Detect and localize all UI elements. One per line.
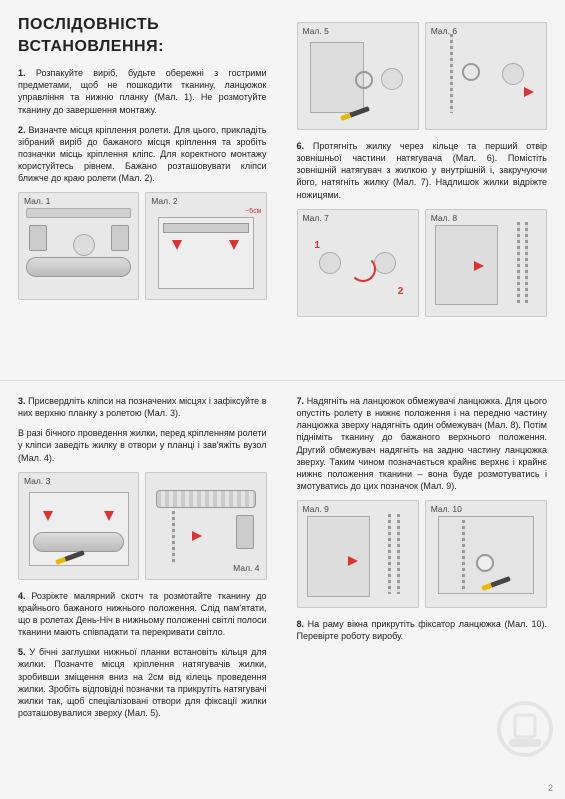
step-num-4: 4.: [18, 591, 26, 601]
step-num-8: 8.: [297, 619, 305, 629]
step-8: 8. На раму вікна прикрутіть фіксатор лан…: [297, 618, 548, 642]
figrow-7-8: Мал. 7 1 2 Мал. 8: [297, 209, 548, 317]
step-num-6: 6.: [297, 141, 305, 151]
watermark-icon: [495, 699, 555, 759]
page-number: 2: [548, 783, 553, 793]
fig-label-8: Мал. 8: [431, 213, 457, 224]
fig-2: Мал. 2 ~5см: [145, 192, 266, 300]
fig-8: Мал. 8: [425, 209, 547, 317]
step-text-1: Розпакуйте виріб, будьте обережні з гост…: [18, 68, 267, 114]
fig-10: Мал. 10: [425, 500, 547, 608]
red-1: 1: [314, 239, 320, 253]
step-text-7: Надягніть на ланцюжок обмежувачі ланцюжк…: [297, 396, 548, 491]
fig-6: Мал. 6: [425, 22, 547, 130]
col-right-top: Мал. 5 Мал. 6 6. Протягніть жилку через …: [283, 0, 565, 380]
page: ПОСЛІДОВНІСТЬ ВСТАНОВЛЕННЯ: 1. Розпакуйт…: [0, 0, 565, 799]
step-text-8: На раму вікна прикрутіть фіксатор ланцюж…: [297, 619, 547, 641]
figrow-5-6: Мал. 5 Мал. 6: [297, 22, 548, 130]
step-3b: В разі бічного проведення жилки, перед к…: [18, 427, 267, 463]
fig-label-3: Мал. 3: [24, 476, 50, 487]
fig-3: Мал. 3: [18, 472, 139, 580]
step-text-4: Розріжте малярний скотч та розмотайте тк…: [18, 591, 267, 637]
step-1: 1. Розпакуйте виріб, будьте обережні з г…: [18, 67, 267, 116]
step-4: 4. Розріжте малярний скотч та розмотайте…: [18, 590, 267, 639]
title: ПОСЛІДОВНІСТЬ ВСТАНОВЛЕННЯ:: [18, 14, 267, 57]
fig-label-9: Мал. 9: [303, 504, 329, 515]
fig-4: Мал. 4: [145, 472, 266, 580]
fig-label-7: Мал. 7: [303, 213, 329, 224]
step-3: 3. Присвердліть кліпси на позначених міс…: [18, 395, 267, 419]
col-left-bottom: 3. Присвердліть кліпси на позначених міс…: [0, 380, 283, 799]
fig-label-5: Мал. 5: [303, 26, 329, 37]
fig-7: Мал. 7 1 2: [297, 209, 419, 317]
fig-label-2: Мал. 2: [151, 196, 177, 207]
step-text-6: Протягніть жилку через кільце та перший …: [297, 141, 548, 200]
step-5: 5. У бічні заглушки нижньої планки встан…: [18, 646, 267, 719]
fig-label-10: Мал. 10: [431, 504, 462, 515]
col-right-bottom: 7. Надягніть на ланцюжок обмежувачі ланц…: [283, 380, 565, 799]
step-7: 7. Надягніть на ланцюжок обмежувачі ланц…: [297, 395, 548, 492]
step-2: 2. Визначте місця кріплення ролети. Для …: [18, 124, 267, 185]
step-num-5: 5.: [18, 647, 26, 657]
step-num-1: 1.: [18, 68, 26, 78]
fig-label-6: Мал. 6: [431, 26, 457, 37]
step-num-3: 3.: [18, 396, 26, 406]
step-text-3b: В разі бічного проведення жилки, перед к…: [18, 428, 267, 462]
fig-label-4: Мал. 4: [233, 563, 259, 574]
step-text-3a: Присвердліть кліпси на позначених місцях…: [18, 396, 267, 418]
fig-1: Мал. 1: [18, 192, 139, 300]
figrow-1-2: Мал. 1 Мал. 2 ~5см: [18, 192, 267, 300]
col-left-top: ПОСЛІДОВНІСТЬ ВСТАНОВЛЕННЯ: 1. Розпакуйт…: [0, 0, 283, 380]
step-6: 6. Протягніть жилку через кільце та перш…: [297, 140, 548, 201]
step-num-2: 2.: [18, 125, 26, 135]
fig-5: Мал. 5: [297, 22, 419, 130]
step-num-7: 7.: [297, 396, 305, 406]
figrow-9-10: Мал. 9 Мал. 10: [297, 500, 548, 608]
dim-5cm: ~5см: [245, 207, 261, 216]
red-2: 2: [398, 285, 404, 299]
step-text-2: Визначте місця кріплення ролети. Для цьо…: [18, 125, 267, 184]
figrow-3-4: Мал. 3 Мал. 4: [18, 472, 267, 580]
fig-9: Мал. 9: [297, 500, 419, 608]
step-text-5: У бічні заглушки нижньої планки встанові…: [18, 647, 267, 718]
fig-label-1: Мал. 1: [24, 196, 50, 207]
